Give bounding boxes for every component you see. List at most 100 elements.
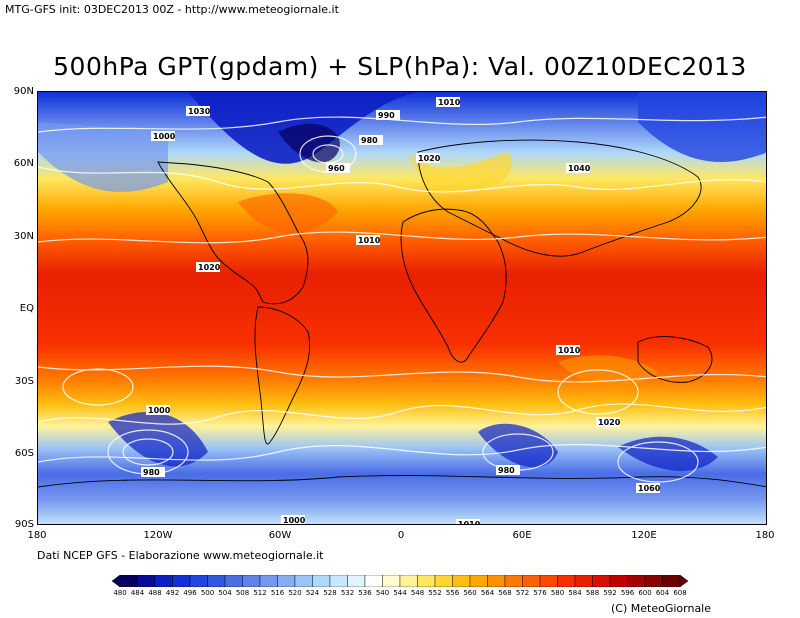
colorbar-swatch bbox=[329, 575, 348, 587]
colorbar-tick-label: 484 bbox=[130, 589, 145, 597]
isobar-label: 1030 bbox=[188, 107, 211, 116]
colorbar-tick-label: 528 bbox=[323, 589, 337, 597]
data-credit: Dati NCEP GFS - Elaborazione www.meteogi… bbox=[37, 549, 324, 562]
colorbar-tick-label: 488 bbox=[148, 589, 162, 597]
colorbar-tick-label: 480 bbox=[113, 589, 127, 597]
lat-label-30s: 30S bbox=[14, 376, 34, 387]
lon-label-120w: 120W bbox=[143, 530, 173, 541]
lon-label-60e: 60E bbox=[512, 530, 532, 541]
colorbar-tick-label: 592 bbox=[603, 589, 617, 597]
colorbar-swatch bbox=[294, 575, 313, 587]
colorbar-tick-label: 548 bbox=[410, 589, 425, 597]
colorbar-tick-label: 564 bbox=[480, 589, 495, 597]
colorbar-tick-label: 504 bbox=[218, 589, 232, 597]
colorbar bbox=[112, 575, 688, 587]
isobar-label: 1020 bbox=[598, 418, 621, 427]
colorbar-swatch bbox=[644, 575, 663, 587]
isobar-label: 1000 bbox=[283, 516, 306, 525]
colorbar-tick-label: 584 bbox=[568, 589, 582, 597]
lon-label-60w: 60W bbox=[268, 530, 292, 541]
colorbar-swatch bbox=[469, 575, 488, 587]
colorbar-tick-label: 604 bbox=[655, 589, 670, 597]
lon-label-180w: 180 bbox=[27, 530, 47, 541]
colorbar-swatch bbox=[539, 575, 558, 587]
colorbar-swatch bbox=[137, 575, 156, 587]
isobar-label: 960 bbox=[328, 164, 345, 173]
colorbar-tick-label: 572 bbox=[515, 589, 530, 597]
colorbar-swatch bbox=[277, 575, 296, 587]
colorbar-swatch bbox=[207, 575, 226, 587]
isobar-label: 1010 bbox=[438, 98, 461, 107]
colorbar-swatch bbox=[399, 575, 418, 587]
colorbar-swatch bbox=[592, 575, 611, 587]
colorbar-tick-label: 508 bbox=[235, 589, 250, 597]
isobars bbox=[38, 116, 766, 483]
lat-label-90s: 90S bbox=[14, 519, 34, 530]
colorbar-swatch bbox=[434, 575, 453, 587]
colorbar-swatch bbox=[609, 575, 628, 587]
colorbar-swatch bbox=[662, 575, 681, 587]
colorbar-tick-label: 568 bbox=[498, 589, 512, 597]
isobar-label: 1020 bbox=[198, 263, 221, 272]
isobar-label: 1040 bbox=[568, 164, 591, 173]
isobar-label: 1060 bbox=[638, 484, 661, 493]
colorbar-tick-label: 492 bbox=[165, 589, 180, 597]
isobar-label: 980 bbox=[361, 136, 378, 145]
colorbar-swatch bbox=[259, 575, 278, 587]
lat-label-eq: EQ bbox=[19, 303, 34, 314]
colorbar-tick-label: 560 bbox=[463, 589, 477, 597]
lat-label-30n: 30N bbox=[13, 231, 34, 242]
map-plot: 1030 1000 1010 990 1020 980 1040 960 101… bbox=[37, 91, 767, 525]
colorbar-swatch bbox=[452, 575, 471, 587]
isobar-label: 1010 bbox=[458, 520, 481, 525]
isobar-label: 1010 bbox=[358, 236, 381, 245]
colorbar-swatch bbox=[172, 575, 191, 587]
colorbar-tick-label: 540 bbox=[375, 589, 390, 597]
colorbar-swatch bbox=[224, 575, 243, 587]
colorbar-swatch bbox=[189, 575, 208, 587]
colorbar-swatch bbox=[382, 575, 401, 587]
isobar-label: 980 bbox=[143, 468, 160, 477]
copyright: (C) MeteoGiornale bbox=[611, 602, 712, 615]
colorbar-tick-label: 516 bbox=[270, 589, 285, 597]
isobar-label: 990 bbox=[378, 111, 395, 120]
lat-label-90n: 90N bbox=[13, 86, 34, 97]
colorbar-arrow-right bbox=[679, 575, 688, 587]
colorbar-tick-label: 520 bbox=[288, 589, 302, 597]
coastlines bbox=[38, 139, 766, 488]
colorbar-swatch bbox=[312, 575, 331, 587]
colorbar-swatch bbox=[574, 575, 593, 587]
lat-label-60s: 60S bbox=[14, 448, 34, 459]
isobar-label: 1000 bbox=[148, 406, 171, 415]
colorbar-swatch bbox=[557, 575, 576, 587]
trough-north-pacific bbox=[38, 122, 168, 192]
low-south-indian bbox=[618, 436, 718, 471]
low-south-pacific bbox=[108, 412, 208, 467]
lon-label-0: 0 bbox=[397, 530, 405, 541]
colorbar-arrow-left bbox=[112, 575, 121, 587]
colorbar-tick-label: 600 bbox=[638, 589, 652, 597]
isobar-label: 1010 bbox=[558, 346, 581, 355]
colorbar-swatch bbox=[154, 575, 173, 587]
colorbar-tick-label: 500 bbox=[200, 589, 215, 597]
colorbar-swatch bbox=[487, 575, 506, 587]
colorbar-tick-label: 556 bbox=[445, 589, 460, 597]
isobar-label: 1020 bbox=[418, 154, 441, 163]
colorbar-tick-label: 552 bbox=[428, 589, 442, 597]
colorbar-swatch bbox=[347, 575, 366, 587]
colorbar-tick-label: 544 bbox=[393, 589, 407, 597]
low-center-arctic bbox=[278, 123, 340, 163]
colorbar-tick-label: 596 bbox=[620, 589, 635, 597]
lat-label-60n: 60N bbox=[13, 158, 34, 169]
colorbar-swatch bbox=[522, 575, 541, 587]
isobar-label: 1000 bbox=[153, 132, 176, 141]
colorbar-swatch bbox=[364, 575, 383, 587]
colorbar-tick-label: 576 bbox=[533, 589, 547, 597]
colorbar-swatch bbox=[417, 575, 436, 587]
init-header: MTG-GFS init: 03DEC2013 00Z - http://www… bbox=[5, 3, 339, 16]
colorbar-tick-label: 524 bbox=[305, 589, 320, 597]
colorbar-tick-label: 512 bbox=[253, 589, 267, 597]
colorbar-tick-label: 608 bbox=[673, 589, 687, 597]
colorbar-swatch bbox=[504, 575, 523, 587]
lon-label-120e: 120E bbox=[631, 530, 657, 541]
